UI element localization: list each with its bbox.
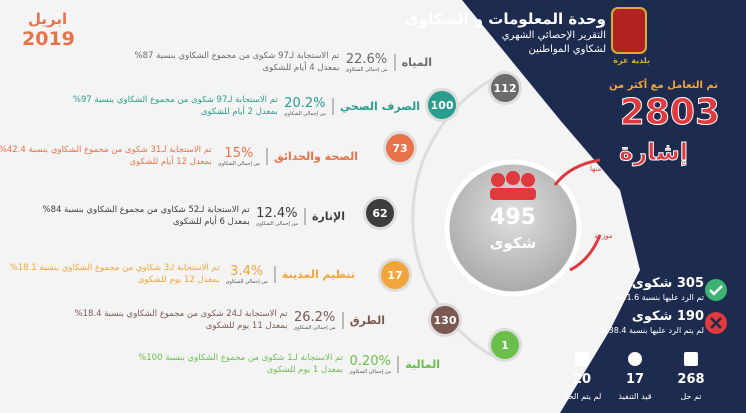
department-row: الإنارة 12.4% من إجمالي الشكاوى تم الاستجاب… — [43, 204, 345, 228]
navy-panel — [462, 0, 746, 413]
logo-text: بلدية غزة — [613, 56, 650, 65]
percent: 26.2% — [293, 309, 336, 325]
percent-note: من إجمالي الشكاوى — [225, 278, 268, 285]
description-line: تم الاستجابة لـ3 شكاوي من مجموع الشكاوي … — [9, 263, 220, 273]
percent-block: 22.6% من إجمالي الشكاوى — [345, 52, 387, 73]
percent-block: 0.20% من إجمالي الشكاوى — [349, 354, 391, 375]
year: 2019 — [22, 28, 75, 50]
percent-note: من إجمالي الشكاوى — [217, 160, 260, 167]
description-line: بمعدل 2 أيام للشكوى — [200, 107, 278, 117]
percent-note: من إجمالي الشكاوى — [293, 324, 336, 331]
arrow — [569, 234, 602, 272]
status-value: 268 — [677, 372, 705, 387]
check-icon — [705, 279, 727, 301]
percent-note: من إجمالي الشكاوى — [345, 66, 388, 73]
description-line: تم الاستجابة لـ97 شكوى من مجموع الشكاوي … — [134, 51, 340, 61]
arrow-label: موزعة — [594, 232, 613, 240]
total: 2803 — [619, 92, 720, 134]
count-circle: 112 — [488, 71, 522, 105]
arrow-label: منها — [590, 165, 602, 173]
percent-block: 12.4% من إجمالي الشكاوى — [256, 206, 298, 227]
percent: 3.4% — [230, 263, 264, 279]
description-line: بمعدل 6 أيام للشكوى — [172, 217, 250, 227]
department-name: الصرف الصحي — [332, 97, 420, 115]
description: تم الاستجابة لـ31 شكوى من مجموع الشكاوي … — [0, 144, 212, 168]
description: تم الاستجابة لـ3 شكاوي من مجموع الشكاوي … — [10, 262, 220, 286]
description-line: بمعدل 12 أيام للشكوى — [129, 157, 212, 167]
percent: 12.4% — [256, 205, 298, 221]
response-text: تم الرد عليها بنسبة 61.6% — [613, 293, 704, 302]
response-count: 305 شكوى — [631, 276, 704, 291]
logo — [611, 7, 647, 54]
percent-block: 26.2% من إجمالي الشكاوى — [293, 310, 335, 331]
month: ابريل — [28, 10, 68, 28]
percent-note: من إجمالي الشكاوى — [283, 110, 326, 117]
description-line: تم الاستجابة لـ24 شكوى من مجموع الشكاوي … — [74, 309, 288, 319]
department-name: الإنارة — [303, 207, 345, 225]
status-label: لم يتم الحل — [562, 392, 602, 401]
status-label: قيد التنفيذ — [618, 392, 652, 401]
description-line: تم الاستجابة لـ52 شكاوي من مجموع الشكاوي… — [42, 205, 250, 215]
description-line: بمعدل 1 يوم للشكوى — [266, 365, 344, 375]
count-circle: 100 — [425, 88, 459, 122]
subtitle: لشكاوي المواطنين — [528, 44, 606, 55]
department-name: المياه — [393, 53, 432, 71]
intro: تم التعامل مع أكثر من — [608, 80, 718, 91]
description: تم الاستجابة لـ97 شكوى من مجموع الشكاوي … — [73, 94, 278, 118]
percent-note: من إجمالي الشكاوى — [349, 368, 392, 375]
arrow — [553, 158, 601, 186]
percent-note: من إجمالي الشكاوى — [255, 220, 298, 227]
center-circle — [444, 159, 582, 297]
description-line: تم الاستجابة لـ1 شكوى من مجموع الشكاوي ب… — [138, 353, 344, 363]
department-row: الصحة والحدائق 15% من إجمالي الشكاوى تم الا… — [0, 144, 358, 168]
description-line: بمعدل 4 أيام للشكوى — [262, 63, 340, 73]
department-row: المالية 0.20% من إجمالي الشكاوى تم الاستجاب… — [138, 352, 440, 376]
status-icons — [575, 352, 698, 366]
description-line: تم الاستجابة لـ97 شكوى من مجموع الشكاوي … — [72, 95, 278, 105]
percent-block: 20.2% من إجمالي الشكاوى — [284, 96, 326, 117]
complaints-unit: شكوى — [489, 234, 537, 252]
department-name: الصحة والحدائق — [265, 147, 358, 165]
department-row: الطرق 26.2% من إجمالي الشكاوى تم الاستجابة … — [74, 308, 385, 332]
department-name: الطرق — [341, 311, 385, 329]
description-line: بمعدل 12 يوم للشكوى — [137, 275, 220, 285]
percent-block: 3.4% من إجمالي الشكاوى — [226, 264, 268, 285]
complaints: 495 — [490, 205, 536, 230]
status-label: تم حل — [680, 392, 702, 401]
count-circle: 62 — [363, 196, 397, 230]
subtitle: التقرير الإحصائي الشهري — [501, 30, 606, 41]
department-name: المالية — [397, 355, 440, 373]
count-circle: 73 — [383, 131, 417, 165]
title: وحدة المعلومات و الشكاوى — [405, 10, 606, 28]
department-row: الصرف الصحي 20.2% من إجمالي الشكاوى تم الاس… — [73, 94, 420, 118]
percent: 0.20% — [349, 353, 391, 369]
percent-block: 15% من إجمالي الشكاوى — [218, 146, 260, 167]
department-row: المياه 22.6% من إجمالي الشكاوى تم الاستجابة… — [135, 50, 433, 74]
response-text: لم يتم الرد عليها بنسبة 38.4 % — [598, 326, 705, 335]
percent: 20.2% — [284, 95, 326, 111]
description: تم الاستجابة لـ97 شكوى من مجموع الشكاوي … — [135, 50, 340, 74]
status-value: 20 — [572, 372, 592, 387]
total-unit: إشارة — [619, 138, 689, 167]
description: تم الاستجابة لـ52 شكاوي من مجموع الشكاوي… — [43, 204, 250, 228]
department-row: تنظيم المدينة 3.4% من إجمالي الشكاوى تم الا… — [10, 262, 355, 286]
description-line: بمعدل 11 يوم للشكوى — [205, 321, 288, 331]
description: تم الاستجابة لـ1 شكوى من مجموع الشكاوي ب… — [138, 352, 343, 376]
description: تم الاستجابة لـ24 شكوى من مجموع الشكاوي … — [74, 308, 287, 332]
count-circle: 130 — [428, 303, 462, 337]
response-count: 190 شكوى — [631, 309, 704, 324]
people-icon — [490, 171, 536, 200]
count-circle: 17 — [378, 258, 412, 292]
count-circle: 1 — [488, 328, 522, 362]
status-value: 17 — [625, 372, 645, 387]
description-line: تم الاستجابة لـ31 شكوى من مجموع الشكاوي … — [0, 145, 212, 155]
percent: 15% — [224, 145, 254, 161]
department-name: تنظيم المدينة — [273, 265, 355, 283]
percent: 22.6% — [345, 51, 388, 67]
